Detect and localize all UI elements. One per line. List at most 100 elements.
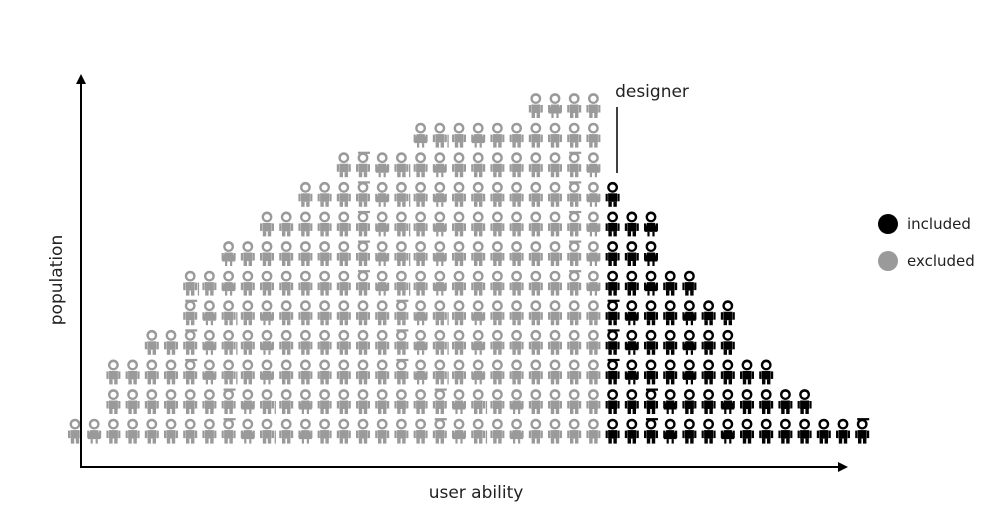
excluded-person-figure: [548, 300, 562, 326]
x-axis-label: user ability: [429, 483, 524, 503]
included-person-figure: [663, 300, 678, 326]
excluded-person-figure: [490, 241, 505, 266]
excluded-person-figure: [87, 418, 102, 444]
excluded-person-figure: [298, 211, 313, 237]
excluded-person-figure: [413, 359, 428, 385]
excluded-person-figure: [356, 329, 370, 355]
excluded-person-figure: [164, 329, 178, 355]
excluded-person-figure: [471, 122, 486, 148]
excluded-person-figure: [548, 418, 562, 444]
included-person-figure: [682, 329, 697, 355]
excluded-person-figure: [279, 211, 294, 237]
included-person-figure: [624, 241, 639, 266]
included-person-figure: [624, 359, 639, 385]
excluded-person-figure: [260, 389, 276, 414]
excluded-person-figure: [548, 181, 562, 207]
excluded-person-figure: [336, 211, 351, 237]
excluded-person-figure: [183, 418, 198, 444]
included-person-figure: [605, 181, 620, 207]
included-person-figure: [605, 299, 620, 326]
excluded-person-figure: [394, 329, 409, 355]
excluded-person-figure: [567, 151, 582, 178]
excluded-person-figure: [221, 388, 236, 414]
included-person-figure: [644, 211, 658, 237]
excluded-person-figure: [317, 329, 332, 355]
excluded-person-figure: [125, 389, 140, 414]
excluded-person-figure: [432, 270, 447, 296]
excluded-person-figure: [336, 329, 351, 355]
excluded-person-figure: [413, 270, 428, 296]
excluded-person-figure: [432, 300, 449, 326]
excluded-person-figure: [490, 122, 505, 148]
excluded-person-figure: [260, 300, 274, 326]
excluded-person-figure: [298, 389, 313, 414]
included-person-figure: [605, 241, 620, 266]
excluded-person-figure: [317, 241, 332, 266]
excluded-person-figure: [548, 329, 562, 355]
excluded-person-figure: [317, 300, 332, 326]
included-person-figure: [740, 389, 754, 414]
included-person-figure: [644, 418, 658, 444]
excluded-person-figure: [490, 152, 505, 178]
included-person-figure: [701, 329, 716, 355]
excluded-person-figure: [144, 359, 159, 385]
excluded-person-figure: [490, 181, 505, 207]
excluded-person-figure: [528, 329, 543, 355]
included-person-figure: [855, 418, 870, 444]
included-person-figure: [663, 270, 678, 296]
excluded-person-figure: [298, 181, 313, 207]
excluded-person-figure: [317, 418, 332, 444]
excluded-person-figure: [240, 270, 255, 296]
excluded-person-figure: [432, 329, 449, 355]
excluded-person-figure: [356, 240, 370, 266]
excluded-person-figure: [202, 329, 217, 355]
excluded-person-figure: [298, 241, 313, 266]
included-person-figure: [663, 329, 678, 355]
excluded-person-figure: [548, 152, 562, 178]
excluded-person-figure: [356, 300, 370, 326]
excluded-person-figure: [490, 329, 505, 355]
excluded-person-figure: [336, 181, 351, 207]
excluded-person-figure: [528, 300, 543, 326]
excluded-person-figure: [452, 418, 466, 444]
excluded-person-figure: [164, 359, 178, 385]
excluded-person-figure: [509, 181, 524, 207]
designer-label: designer: [615, 82, 689, 102]
excluded-person-figure: [432, 359, 449, 385]
excluded-person-figure: [394, 241, 411, 266]
excluded-person-figure: [240, 359, 255, 385]
excluded-person-figure: [567, 359, 582, 385]
excluded-person-figure: [490, 211, 505, 237]
included-person-figure: [663, 389, 678, 414]
included-person-figure: [740, 359, 754, 385]
excluded-person-figure: [279, 241, 294, 266]
included-person-figure: [663, 359, 678, 385]
excluded-person-figure: [298, 270, 313, 296]
excluded-person-figure: [279, 300, 294, 326]
excluded-person-figure: [432, 211, 447, 237]
legend-included-label: included: [907, 215, 971, 233]
excluded-person-figure: [509, 329, 524, 355]
excluded-person-figure: [394, 152, 411, 178]
excluded-person-figure: [567, 181, 582, 207]
excluded-person-figure: [413, 329, 428, 355]
excluded-person-figure: [375, 389, 390, 414]
included-person-figure: [778, 418, 793, 444]
excluded-person-figure: [567, 300, 582, 326]
excluded-person-figure: [432, 181, 447, 207]
excluded-person-figure: [586, 93, 601, 118]
excluded-person-figure: [394, 211, 411, 237]
excluded-person-figure: [240, 300, 255, 326]
excluded-person-figure: [202, 270, 217, 296]
included-person-figure: [624, 211, 639, 237]
excluded-person-figure: [279, 389, 294, 414]
legend-excluded-swatch: [878, 251, 898, 271]
excluded-person-figure: [183, 299, 198, 326]
excluded-person-figure: [548, 122, 562, 148]
excluded-person-figure: [471, 329, 486, 355]
excluded-person-figure: [586, 270, 601, 296]
excluded-person-figure: [183, 270, 200, 296]
excluded-person-figure: [586, 389, 601, 414]
included-person-figure: [663, 418, 678, 444]
included-person-figure: [759, 359, 774, 385]
